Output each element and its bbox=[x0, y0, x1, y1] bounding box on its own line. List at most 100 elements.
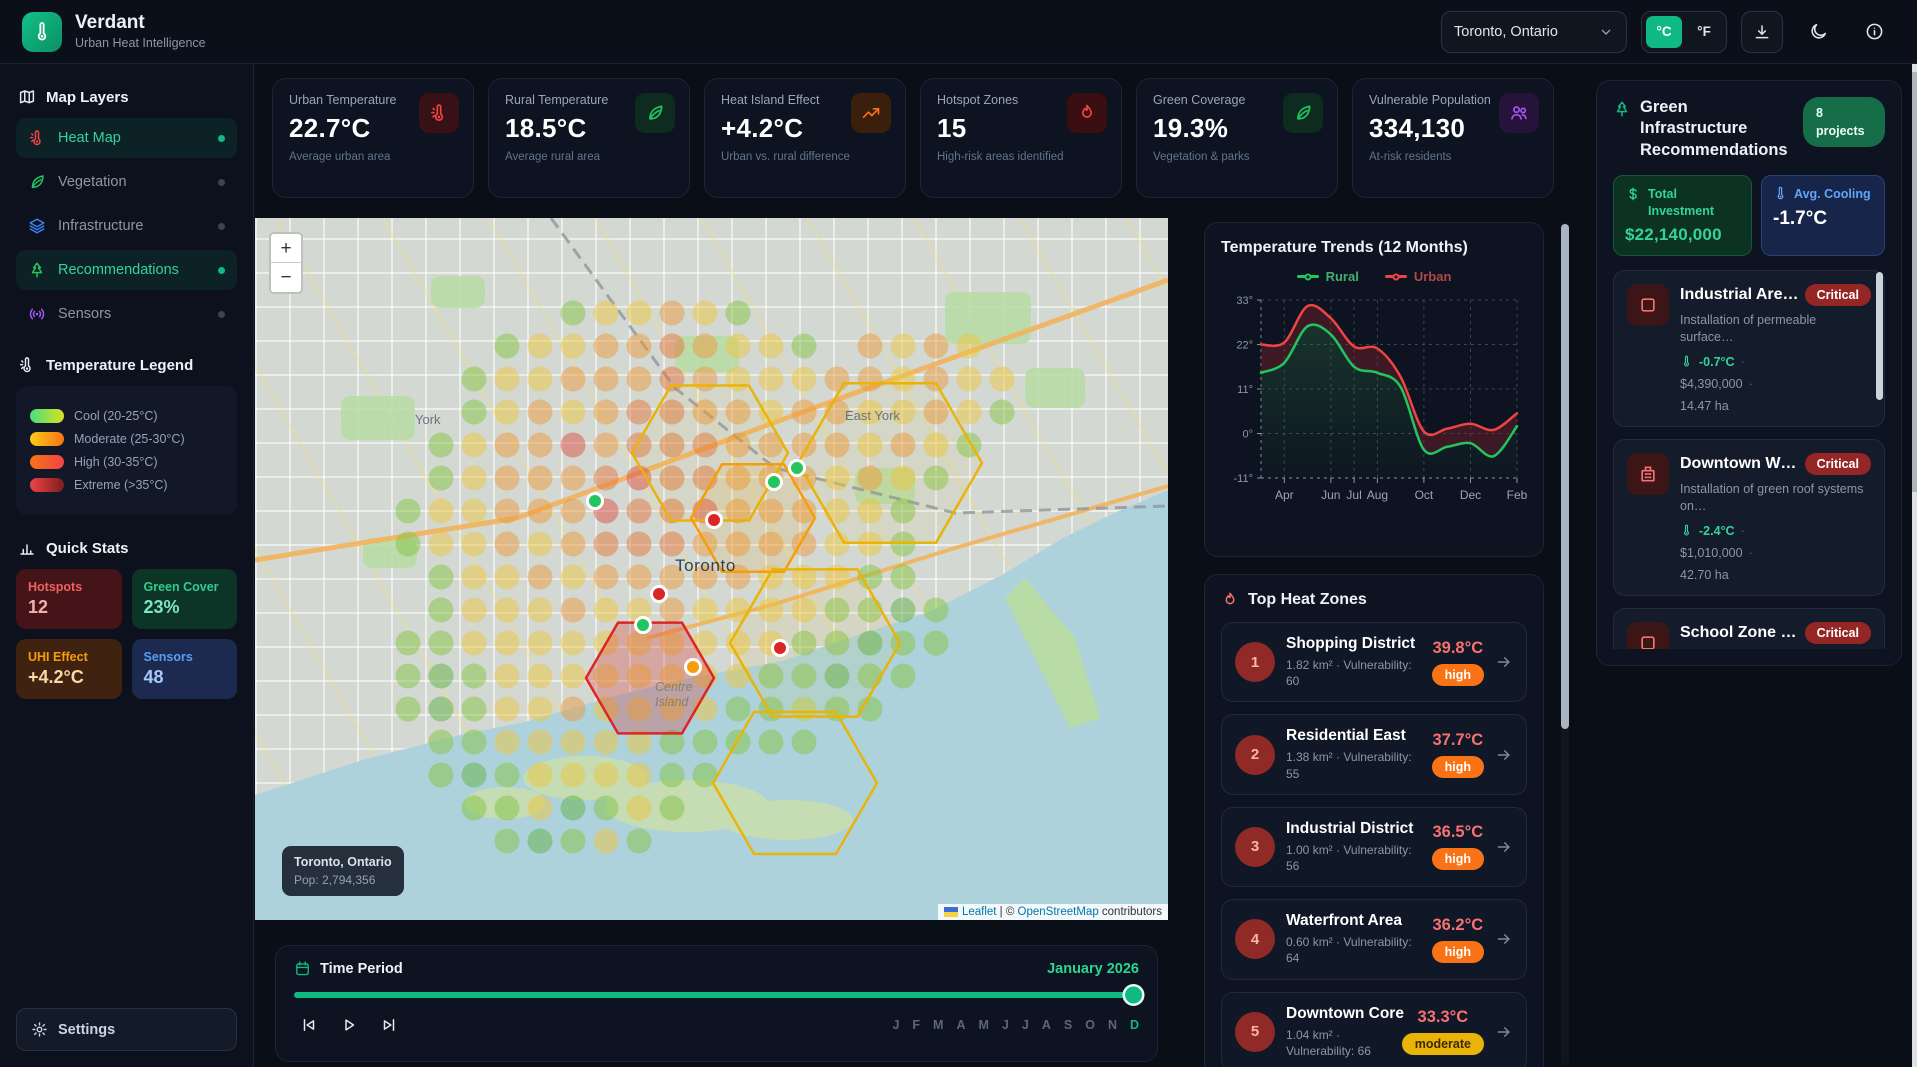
heat-zones-title: Top Heat Zones bbox=[1248, 591, 1367, 609]
page-scrollbar-thumb[interactable] bbox=[1912, 72, 1917, 492]
skip-forward-button[interactable] bbox=[374, 1011, 402, 1039]
zone-rank: 2 bbox=[1235, 735, 1275, 775]
month-tick-3[interactable]: A bbox=[956, 1018, 965, 1032]
sidebar-item-recommendations[interactable]: Recommendations bbox=[16, 250, 237, 290]
content-scrollbar-thumb[interactable] bbox=[1561, 224, 1569, 729]
zone-name: Industrial District bbox=[1286, 820, 1421, 838]
legend-item: Extreme (>35°C) bbox=[30, 478, 223, 492]
chart-title: Temperature Trends (12 Months) bbox=[1221, 239, 1527, 257]
time-slider[interactable] bbox=[294, 992, 1139, 998]
arrow-right-icon bbox=[1495, 930, 1513, 948]
map-icon bbox=[18, 88, 36, 106]
month-tick-6[interactable]: J bbox=[1022, 1018, 1029, 1032]
svg-text:Jun: Jun bbox=[1321, 488, 1340, 502]
heat-zone-item-3[interactable]: 3Industrial District1.00 km² · Vulnerabi… bbox=[1221, 807, 1527, 887]
arrow-right-icon bbox=[1495, 838, 1513, 856]
download-icon bbox=[1753, 23, 1771, 41]
zone-severity-badge: high bbox=[1432, 941, 1484, 963]
zone-arrow-icon[interactable] bbox=[1495, 838, 1513, 856]
recommendation-card-3[interactable]: School Zone …CriticalDevelopment of wate… bbox=[1613, 608, 1885, 649]
recommendation-card-2[interactable]: Downtown W…CriticalInstallation of green… bbox=[1613, 439, 1885, 596]
legend-gradient-swatch bbox=[30, 478, 64, 492]
legend-gradient-swatch bbox=[30, 409, 64, 423]
top-heat-zones-panel: Top Heat Zones 1Shopping District1.82 km… bbox=[1204, 574, 1544, 1067]
leaf-icon bbox=[1293, 103, 1313, 123]
time-period-panel: Time Period January 2026 JFMAMJJASOND bbox=[275, 945, 1158, 1062]
play-button[interactable] bbox=[334, 1011, 362, 1039]
month-tick-8[interactable]: S bbox=[1064, 1018, 1072, 1032]
legend-gradient-swatch bbox=[30, 455, 64, 469]
rec-cooling: -0.7°C bbox=[1699, 355, 1735, 369]
skip-back-button[interactable] bbox=[294, 1011, 322, 1039]
month-tick-10[interactable]: N bbox=[1108, 1018, 1117, 1032]
zone-rank: 4 bbox=[1235, 919, 1275, 959]
zone-arrow-icon[interactable] bbox=[1495, 1023, 1513, 1041]
zone-arrow-icon[interactable] bbox=[1495, 653, 1513, 671]
leaflet-link[interactable]: Leaflet bbox=[962, 906, 997, 918]
recommendation-scrollbar-thumb[interactable] bbox=[1876, 272, 1883, 400]
fahrenheit-button[interactable]: °F bbox=[1686, 16, 1722, 48]
celsius-button[interactable]: °C bbox=[1646, 16, 1682, 48]
heat-zone-item-4[interactable]: 4Waterfront Area0.60 km² · Vulnerability… bbox=[1221, 899, 1527, 979]
moon-icon bbox=[1809, 22, 1828, 41]
arrow-right-icon bbox=[1495, 653, 1513, 671]
openstreetmap-link[interactable]: OpenStreetMap bbox=[1018, 906, 1099, 918]
zone-temperature: 36.2°C bbox=[1432, 916, 1484, 935]
svg-text:Feb: Feb bbox=[1507, 488, 1528, 502]
zone-rank: 1 bbox=[1235, 642, 1275, 682]
ukraine-flag-icon bbox=[944, 907, 958, 917]
recommendation-list[interactable]: Industrial Are…CriticalInstallation of p… bbox=[1613, 270, 1885, 649]
dark-mode-button[interactable] bbox=[1797, 11, 1839, 53]
recommendation-card-1[interactable]: Industrial Are…CriticalInstallation of p… bbox=[1613, 270, 1885, 427]
month-tick-11[interactable]: D bbox=[1130, 1018, 1139, 1032]
stat-icon-box bbox=[1499, 93, 1539, 133]
sidebar-item-vegetation[interactable]: Vegetation bbox=[16, 162, 237, 202]
heat-map[interactable]: YorkEast YorkTorontoCentre Island + − To… bbox=[255, 218, 1168, 920]
heat-zone-item-1[interactable]: 1Shopping District1.82 km² · Vulnerabili… bbox=[1221, 622, 1527, 702]
month-tick-1[interactable]: F bbox=[912, 1018, 920, 1032]
zone-name: Waterfront Area bbox=[1286, 912, 1421, 930]
location-select[interactable]: Toronto, Ontario bbox=[1441, 11, 1627, 53]
zoom-in-button[interactable]: + bbox=[271, 234, 301, 263]
tooltip-population: Pop: 2,794,356 bbox=[294, 873, 392, 887]
month-tick-2[interactable]: M bbox=[933, 1018, 943, 1032]
sidebar-item-heat-map[interactable]: Heat Map bbox=[16, 118, 237, 158]
thermometer-icon bbox=[31, 21, 53, 43]
radio-icon bbox=[28, 305, 46, 323]
zone-arrow-icon[interactable] bbox=[1495, 930, 1513, 948]
heat-zone-item-2[interactable]: 2Residential East1.38 km² · Vulnerabilit… bbox=[1221, 714, 1527, 794]
quick-stat-value: 23% bbox=[144, 597, 226, 618]
zoom-out-button[interactable]: − bbox=[271, 263, 301, 292]
svg-text:Oct: Oct bbox=[1415, 488, 1434, 502]
month-tick-7[interactable]: A bbox=[1042, 1018, 1051, 1032]
month-tick-9[interactable]: O bbox=[1085, 1018, 1095, 1032]
rec-cost: $1,010,000 bbox=[1680, 546, 1743, 560]
separator-dot: · bbox=[1749, 546, 1753, 560]
stat-icon-box bbox=[1067, 93, 1107, 133]
sidebar-item-sensors[interactable]: Sensors bbox=[16, 294, 237, 334]
layer-label: Infrastructure bbox=[58, 218, 143, 234]
settings-button[interactable]: Settings bbox=[16, 1008, 237, 1051]
time-slider-thumb[interactable] bbox=[1125, 987, 1142, 1004]
chart-legend: Rural Urban bbox=[1221, 269, 1527, 284]
play-icon bbox=[340, 1016, 358, 1034]
month-tick-4[interactable]: M bbox=[979, 1018, 989, 1032]
tree-icon bbox=[28, 261, 46, 279]
legend-label: Cool (20-25°C) bbox=[74, 409, 158, 423]
zone-arrow-icon[interactable] bbox=[1495, 746, 1513, 764]
legend-label: Extreme (>35°C) bbox=[74, 478, 168, 492]
info-icon bbox=[1865, 22, 1884, 41]
heat-zone-item-5[interactable]: 5Downtown Core1.04 km² · Vulnerability: … bbox=[1221, 992, 1527, 1067]
tree-icon bbox=[1613, 100, 1631, 118]
rec-cooling: -2.4°C bbox=[1699, 524, 1735, 538]
rec-priority-badge: Critical bbox=[1805, 453, 1871, 475]
month-tick-5[interactable]: J bbox=[1002, 1018, 1009, 1032]
calendar-icon bbox=[294, 960, 311, 977]
stat-caption: High-risk areas identified bbox=[937, 150, 1077, 166]
sidebar-item-infrastructure[interactable]: Infrastructure bbox=[16, 206, 237, 246]
info-button[interactable] bbox=[1853, 11, 1895, 53]
download-button[interactable] bbox=[1741, 11, 1783, 53]
month-tick-0[interactable]: J bbox=[892, 1018, 899, 1032]
stat-caption: At-risk residents bbox=[1369, 150, 1509, 166]
arrow-right-icon bbox=[1495, 1023, 1513, 1041]
